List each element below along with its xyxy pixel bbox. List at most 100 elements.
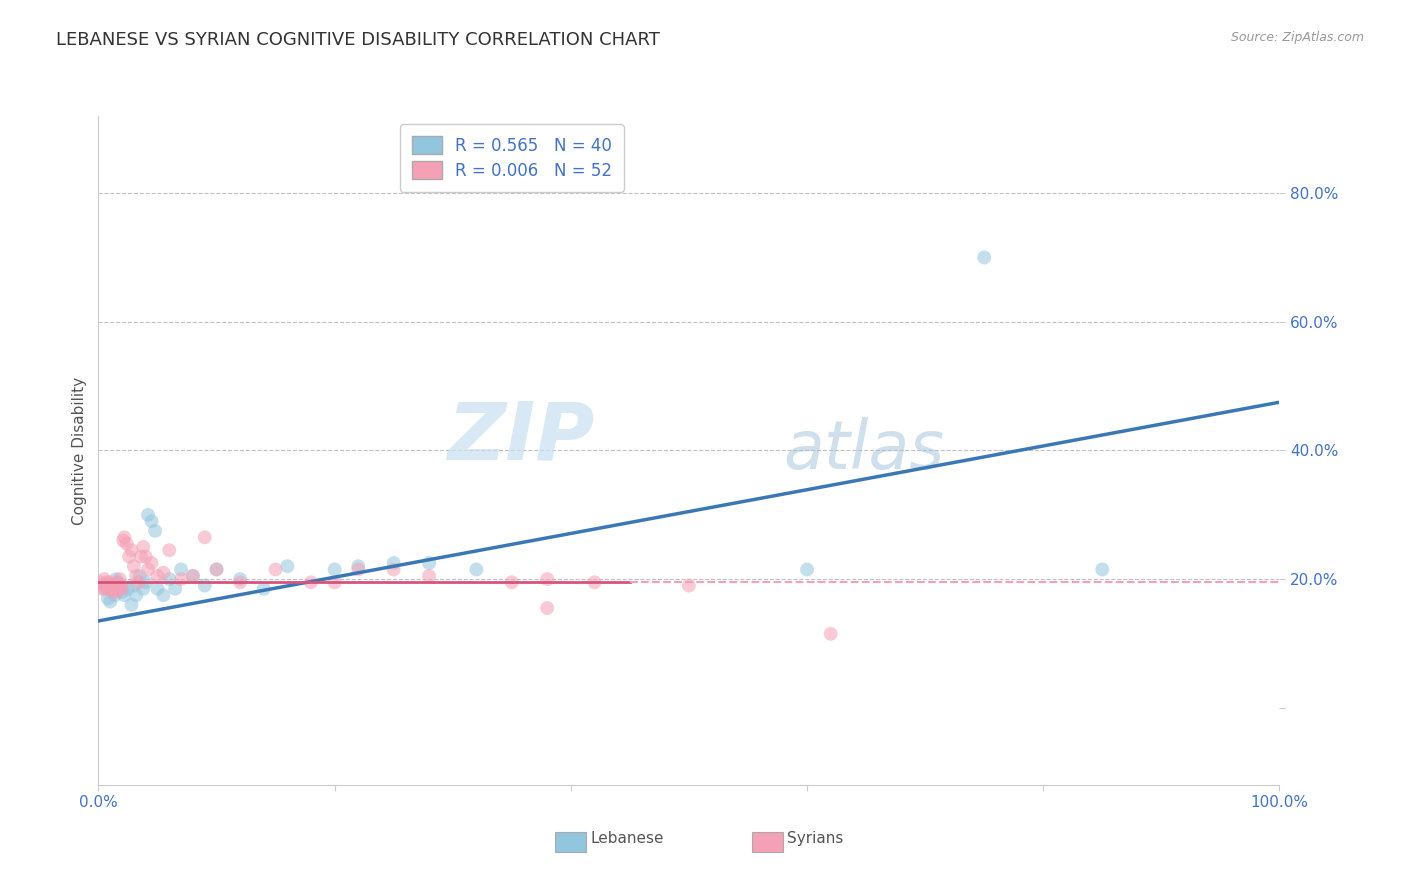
Point: [104, 578, 127, 592]
Point: [143, 524, 166, 538]
Point: [536, 572, 558, 586]
Point: [347, 562, 370, 576]
Point: [141, 556, 163, 570]
Point: [98, 594, 121, 608]
Point: [112, 533, 135, 548]
Point: [128, 575, 150, 590]
Point: [264, 562, 287, 576]
Point: [91, 578, 114, 592]
Point: [129, 549, 152, 564]
Point: [101, 585, 124, 599]
Point: [111, 582, 134, 596]
Point: [157, 572, 180, 586]
Point: [98, 575, 121, 590]
Point: [132, 540, 155, 554]
Point: [205, 562, 228, 576]
Point: [141, 514, 163, 528]
Point: [135, 549, 157, 564]
Point: [165, 582, 187, 596]
Point: [107, 582, 129, 596]
Text: ZIP: ZIP: [447, 398, 595, 476]
Point: [229, 572, 252, 586]
Point: [146, 582, 169, 596]
Point: [96, 575, 118, 590]
Point: [205, 562, 228, 576]
Point: [112, 530, 135, 544]
Text: Source: ZipAtlas.com: Source: ZipAtlas.com: [1230, 31, 1364, 45]
Point: [108, 582, 131, 596]
Point: [170, 562, 193, 576]
Point: [93, 582, 115, 596]
Point: [181, 569, 204, 583]
Point: [97, 591, 120, 606]
Point: [118, 549, 141, 564]
Point: [125, 569, 148, 583]
Point: [194, 578, 217, 592]
Point: [104, 588, 127, 602]
Point: [94, 578, 117, 592]
Point: [93, 572, 115, 586]
Point: [100, 582, 122, 596]
Point: [1091, 562, 1114, 576]
Point: [136, 508, 159, 522]
Point: [125, 588, 148, 602]
Point: [111, 585, 134, 599]
Point: [94, 582, 117, 596]
Point: [121, 598, 143, 612]
Point: [299, 575, 322, 590]
Point: [135, 575, 157, 590]
Point: [157, 543, 180, 558]
Point: [101, 582, 124, 596]
Point: [678, 578, 700, 592]
Point: [132, 582, 155, 596]
Point: [117, 582, 139, 596]
Point: [110, 578, 132, 592]
Point: [122, 578, 145, 592]
Point: [229, 575, 252, 590]
Point: [105, 585, 128, 599]
Point: [90, 575, 112, 590]
Point: [103, 582, 125, 596]
Point: [323, 562, 346, 576]
Point: [152, 588, 174, 602]
Y-axis label: Cognitive Disability: Cognitive Disability: [72, 376, 87, 524]
Point: [152, 566, 174, 580]
Point: [583, 575, 606, 590]
Text: LEBANESE VS SYRIAN COGNITIVE DISABILITY CORRELATION CHART: LEBANESE VS SYRIAN COGNITIVE DISABILITY …: [56, 31, 659, 49]
Point: [105, 572, 128, 586]
Point: [418, 556, 440, 570]
Point: [253, 582, 276, 596]
Point: [105, 575, 128, 590]
Point: [91, 582, 114, 596]
Point: [108, 572, 131, 586]
Point: [194, 530, 217, 544]
Point: [97, 582, 120, 596]
Point: [170, 572, 193, 586]
Point: [382, 562, 405, 576]
Point: [115, 537, 138, 551]
Point: [128, 569, 150, 583]
Point: [122, 559, 145, 574]
Point: [796, 562, 818, 576]
Point: [276, 559, 298, 574]
Point: [146, 569, 169, 583]
Text: Lebanese: Lebanese: [591, 831, 664, 846]
Point: [323, 575, 346, 590]
Point: [465, 562, 488, 576]
Point: [136, 562, 159, 576]
Point: [820, 627, 842, 641]
Point: [501, 575, 523, 590]
Point: [536, 601, 558, 615]
Point: [121, 543, 143, 558]
Point: [347, 559, 370, 574]
Point: [105, 575, 128, 590]
Point: [973, 251, 995, 265]
Point: [98, 578, 121, 592]
Point: [382, 556, 405, 570]
Text: atlas: atlas: [783, 417, 945, 483]
Text: Syrians: Syrians: [787, 831, 844, 846]
Legend: R = 0.565   N = 40, R = 0.006   N = 52: R = 0.565 N = 40, R = 0.006 N = 52: [399, 124, 624, 192]
Point: [112, 588, 135, 602]
Point: [181, 569, 204, 583]
Point: [418, 569, 440, 583]
